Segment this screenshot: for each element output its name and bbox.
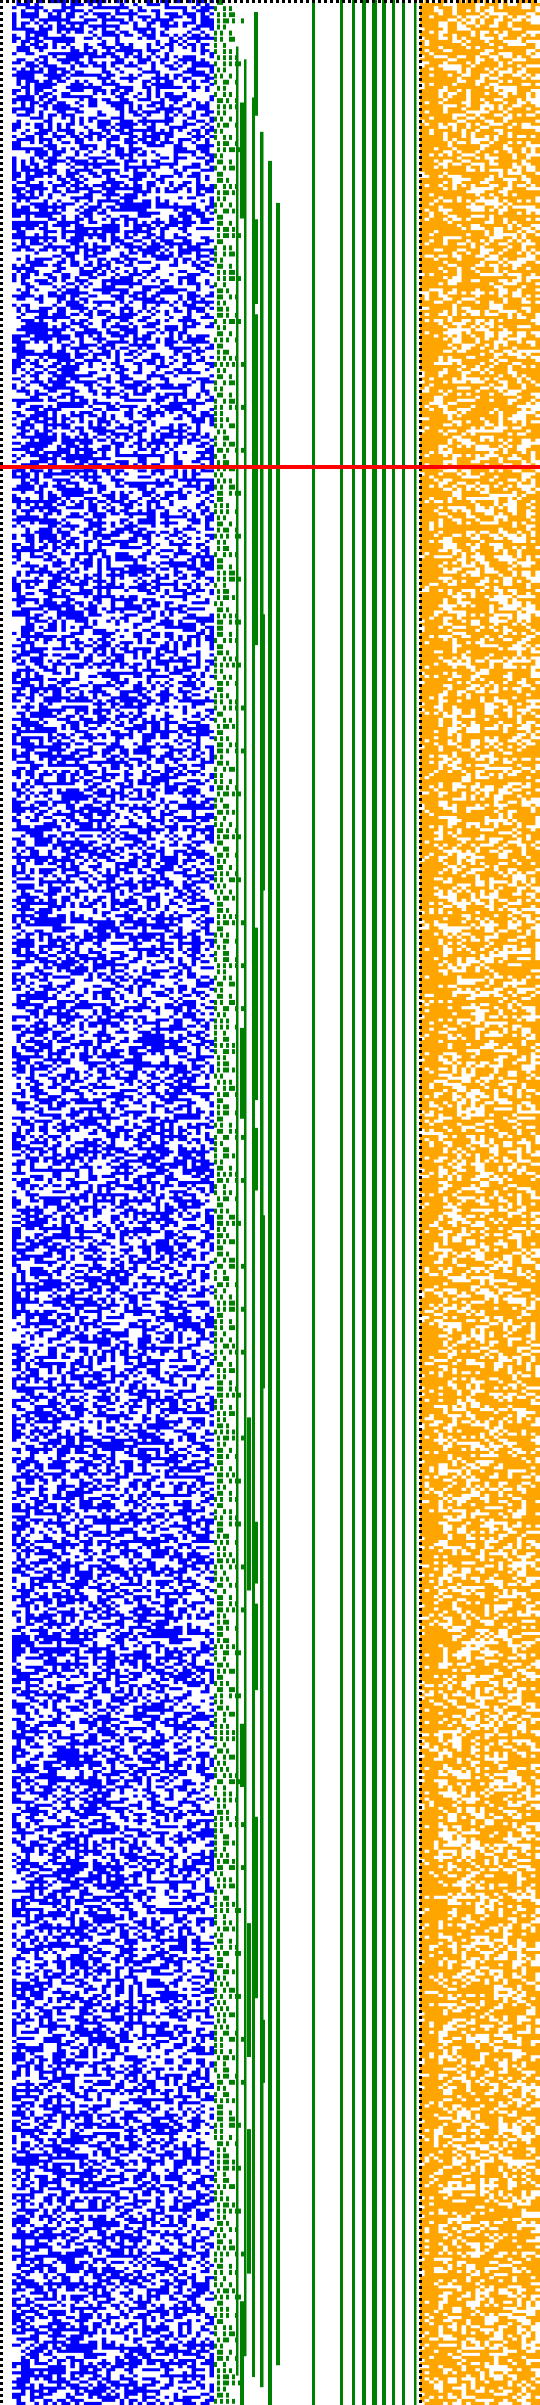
vertical-line-1	[236, 46, 239, 2376]
vertical-line-4	[260, 131, 264, 2388]
vertical-line-9	[352, 0, 355, 2405]
vertical-line-7	[312, 0, 315, 2405]
green-branch-lines	[214, 0, 272, 2405]
orange-cells	[420, 0, 540, 2405]
vertical-line-11	[372, 0, 377, 2405]
vertical-line-14	[402, 0, 405, 2405]
blue-pattern-block	[12, 0, 214, 2405]
green-vertical-lines	[236, 0, 417, 2405]
vertical-line-12	[382, 0, 386, 2405]
vertical-line-5	[268, 160, 272, 2382]
blue-cells	[12, 0, 214, 2405]
vertical-line-15	[414, 0, 417, 2405]
vertical-line-2	[244, 59, 247, 2357]
vertical-line-6	[276, 202, 280, 2366]
orange-pattern-block	[420, 0, 540, 2405]
vertical-line-8	[340, 0, 343, 2405]
vertical-line-13	[392, 0, 395, 2405]
branch-steps	[214, 0, 272, 2405]
vertical-line-10	[362, 0, 366, 2405]
vertical-line-3	[252, 97, 255, 2378]
